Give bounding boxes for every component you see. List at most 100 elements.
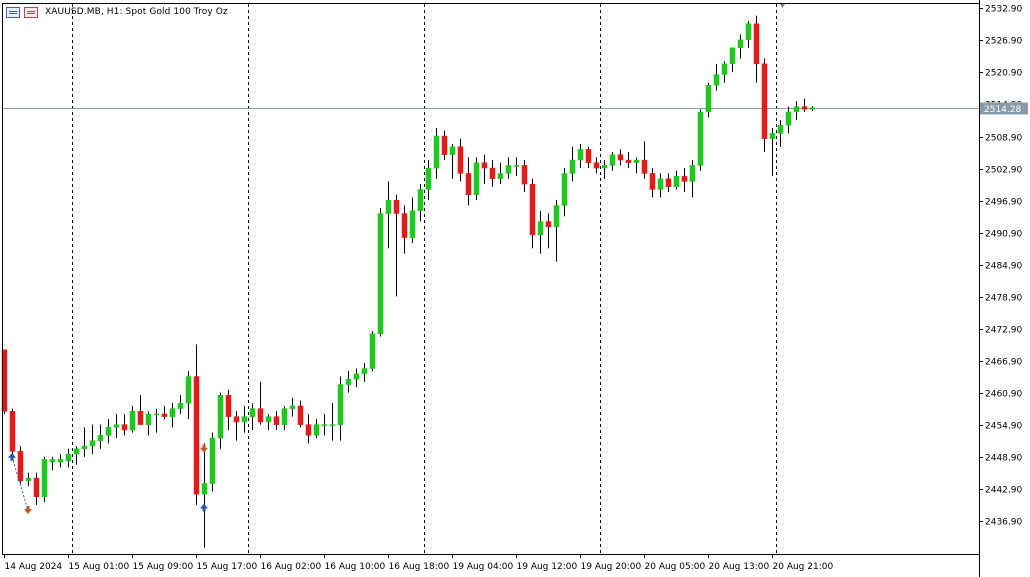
bull-candle bbox=[153, 413, 160, 416]
sell-arrow-icon bbox=[24, 506, 32, 515]
bull-candle bbox=[537, 221, 544, 236]
bull-candle bbox=[321, 424, 328, 426]
bull-candle bbox=[633, 159, 640, 163]
time-tick-label: 15 Aug 09:00 bbox=[133, 562, 194, 572]
bull-candle bbox=[609, 154, 616, 166]
price-tick-label: 2490.90 bbox=[985, 230, 1022, 240]
time-tick-label: 14 Aug 2024 bbox=[5, 562, 63, 572]
price-tick-label: 2532.90 bbox=[985, 5, 1022, 15]
bull-candle bbox=[241, 416, 248, 423]
bull-candle bbox=[713, 74, 720, 86]
price-axis: 2532.902526.902520.902514.902508.902502.… bbox=[979, 5, 1028, 528]
bear-candle bbox=[529, 183, 536, 236]
bull-candle bbox=[289, 405, 296, 409]
candles bbox=[1, 15, 816, 548]
bull-candle bbox=[745, 23, 752, 41]
bull-candle bbox=[737, 39, 744, 49]
bull-candle bbox=[265, 416, 272, 423]
bear-candle bbox=[273, 416, 280, 425]
bear-candle bbox=[121, 424, 128, 431]
bull-candle bbox=[313, 424, 320, 436]
plot-border bbox=[2, 3, 980, 555]
bull-candle bbox=[185, 376, 192, 404]
bull-candle bbox=[337, 384, 344, 425]
price-tick-label: 2460.90 bbox=[985, 390, 1022, 400]
bull-candle bbox=[553, 205, 560, 228]
bull-candle bbox=[697, 111, 704, 166]
bull-candle bbox=[57, 459, 64, 463]
bear-candle bbox=[801, 106, 808, 110]
price-tick-label: 2448.90 bbox=[985, 454, 1022, 464]
bear-candle bbox=[33, 477, 40, 498]
time-tick-label: 19 Aug 12:00 bbox=[517, 562, 578, 572]
bull-candle bbox=[473, 162, 480, 196]
bull-candle bbox=[353, 373, 360, 380]
chart-header: XAUUSD.MB, H1: Spot Gold 100 Troy Oz bbox=[6, 4, 228, 20]
price-tick-label: 2436.90 bbox=[985, 518, 1022, 528]
sell-arrow-icon bbox=[200, 444, 208, 453]
bull-candle bbox=[361, 368, 368, 375]
bull-candle bbox=[705, 84, 712, 113]
bull-candle bbox=[433, 135, 440, 169]
bull-candle bbox=[217, 395, 224, 439]
price-tick-label: 2466.90 bbox=[985, 358, 1022, 368]
bear-candle bbox=[625, 159, 632, 163]
bull-candle bbox=[793, 106, 800, 113]
bear-candle bbox=[681, 175, 688, 182]
bear-candle bbox=[641, 159, 648, 174]
bull-candle bbox=[505, 165, 512, 174]
bear-candle bbox=[521, 165, 528, 185]
bear-candle bbox=[257, 408, 264, 423]
price-tick-label: 2496.90 bbox=[985, 198, 1022, 208]
bull-candle bbox=[369, 333, 376, 369]
bear-candle bbox=[481, 162, 488, 169]
price-tick-label: 2472.90 bbox=[985, 326, 1022, 336]
chart-window-icon[interactable] bbox=[6, 6, 20, 18]
price-tick-label: 2484.90 bbox=[985, 262, 1022, 272]
bull-candle bbox=[65, 453, 72, 462]
bull-candle bbox=[577, 149, 584, 161]
chart-shift-icon bbox=[780, 4, 785, 8]
trade-markers bbox=[8, 444, 208, 515]
bull-candle bbox=[201, 483, 208, 495]
bull-candle bbox=[41, 459, 48, 498]
period-separators bbox=[72, 4, 777, 554]
current-price-badge bbox=[980, 102, 1028, 115]
price-tick-label: 2478.90 bbox=[985, 294, 1022, 304]
bull-candle bbox=[689, 165, 696, 182]
time-tick-label: 19 Aug 04:00 bbox=[453, 562, 514, 572]
bull-candle bbox=[561, 173, 568, 206]
bull-candle bbox=[49, 459, 56, 463]
bull-candle bbox=[497, 173, 504, 180]
buy-arrow-icon bbox=[200, 503, 208, 512]
bull-candle bbox=[97, 435, 104, 441]
bear-candle bbox=[457, 146, 464, 174]
bear-candle bbox=[9, 411, 16, 452]
bull-candle bbox=[409, 210, 416, 238]
bull-candle bbox=[89, 440, 96, 447]
bull-candle bbox=[81, 445, 88, 449]
bull-candle bbox=[673, 175, 680, 188]
bull-candle bbox=[777, 125, 784, 134]
time-tick-label: 16 Aug 18:00 bbox=[389, 562, 450, 572]
bull-candle bbox=[169, 408, 176, 417]
price-tick-label: 2508.90 bbox=[985, 134, 1022, 144]
time-tick-label: 20 Aug 13:00 bbox=[709, 562, 770, 572]
time-axis: 14 Aug 2024 15 Aug 01:00 15 Aug 09:00 15 Au… bbox=[4, 554, 833, 572]
bear-candle bbox=[233, 416, 240, 423]
price-tick-label: 2454.90 bbox=[985, 422, 1022, 432]
bull-candle bbox=[113, 424, 120, 428]
bear-candle bbox=[617, 154, 624, 161]
bull-candle bbox=[601, 165, 608, 169]
price-tick-label: 2526.90 bbox=[985, 37, 1022, 47]
current-price-label: 2514.28 bbox=[984, 105, 1021, 115]
bull-candle bbox=[569, 159, 576, 174]
bull-candle bbox=[729, 47, 736, 65]
bear-candle bbox=[137, 411, 144, 425]
chart-type-icon[interactable] bbox=[24, 6, 38, 18]
bull-candle bbox=[425, 167, 432, 190]
bear-candle bbox=[297, 405, 304, 425]
bull-candle bbox=[129, 411, 136, 431]
bull-candle bbox=[377, 213, 384, 335]
